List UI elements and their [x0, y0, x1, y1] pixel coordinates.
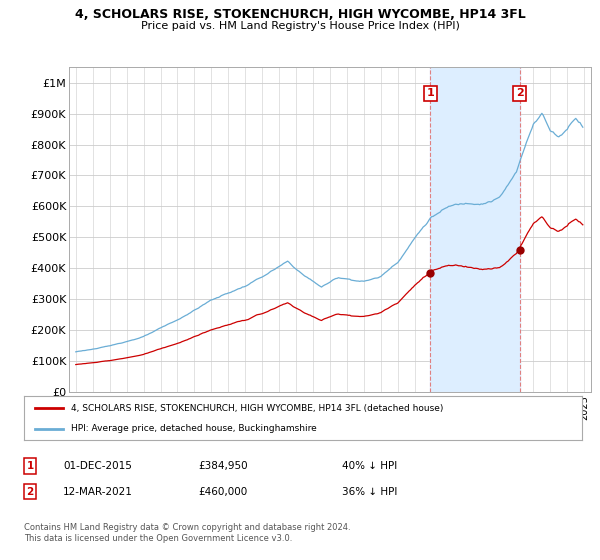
Text: £460,000: £460,000: [198, 487, 247, 497]
Bar: [430, 67, 520, 392]
Text: 4, SCHOLARS RISE, STOKENCHURCH, HIGH WYCOMBE, HP14 3FL: 4, SCHOLARS RISE, STOKENCHURCH, HIGH WYC…: [74, 8, 526, 21]
Text: 1: 1: [427, 88, 434, 99]
Text: 4, SCHOLARS RISE, STOKENCHURCH, HIGH WYCOMBE, HP14 3FL (detached house): 4, SCHOLARS RISE, STOKENCHURCH, HIGH WYC…: [71, 404, 444, 413]
Text: 40% ↓ HPI: 40% ↓ HPI: [342, 461, 397, 471]
Text: £384,950: £384,950: [198, 461, 248, 471]
Text: 2: 2: [26, 487, 34, 497]
Text: 1: 1: [26, 461, 34, 471]
Text: 01-DEC-2015: 01-DEC-2015: [63, 461, 132, 471]
Text: Price paid vs. HM Land Registry's House Price Index (HPI): Price paid vs. HM Land Registry's House …: [140, 21, 460, 31]
Text: 2: 2: [516, 88, 524, 99]
Text: 36% ↓ HPI: 36% ↓ HPI: [342, 487, 397, 497]
Text: 12-MAR-2021: 12-MAR-2021: [63, 487, 133, 497]
Text: Contains HM Land Registry data © Crown copyright and database right 2024.
This d: Contains HM Land Registry data © Crown c…: [24, 524, 350, 543]
Text: HPI: Average price, detached house, Buckinghamshire: HPI: Average price, detached house, Buck…: [71, 424, 317, 433]
